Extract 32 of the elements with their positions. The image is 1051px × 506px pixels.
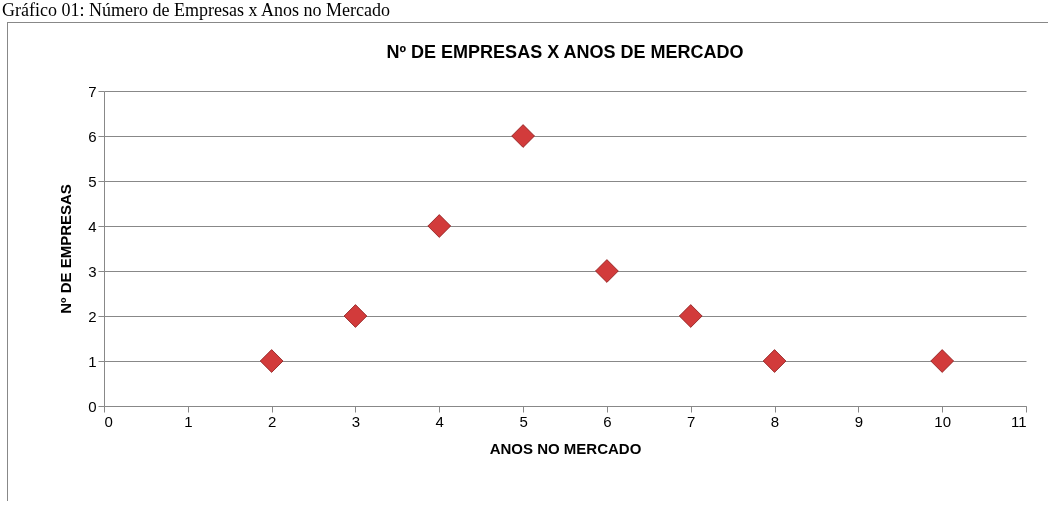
y-tick-label: 6 [88, 127, 97, 145]
point [427, 214, 452, 238]
x-tick-label: 11 [1010, 412, 1027, 430]
point [259, 349, 284, 373]
x-tick-label: 8 [770, 412, 780, 430]
point [595, 259, 619, 283]
y-axis-title: Nº DE EMPRESAS [57, 184, 75, 314]
point [762, 349, 787, 373]
point [930, 349, 954, 373]
x-axis-title: ANOS NO MERCADO [489, 439, 642, 457]
x-tick-label: 2 [267, 412, 277, 430]
x-tick-label: 6 [603, 412, 612, 430]
y-tick-label: 0 [88, 397, 97, 415]
point [678, 304, 703, 328]
chart-title: Nº DE EMPRESAS X ANOS DE MERCADO [386, 42, 744, 62]
y-tick-label: 2 [88, 307, 97, 325]
x-tick-label: 1 [184, 412, 193, 430]
point [343, 304, 368, 328]
y-tick-label: 3 [88, 262, 97, 280]
text: Gráfico 01: Número de Empresas x Anos no Mercado [1, 0, 391, 20]
x-tick-label: 5 [519, 412, 528, 430]
y-tick-label: 4 [88, 217, 97, 235]
y-tick-label: 1 [88, 352, 97, 370]
x-tick-label: 9 [854, 412, 864, 430]
y-tick-label: 7 [88, 82, 97, 100]
x-tick-label: 10 [934, 412, 952, 430]
x-tick-label: 0 [104, 412, 113, 430]
x-tick-label: 4 [435, 412, 444, 430]
x-tick-label: 3 [351, 412, 361, 430]
x-tick-label: 7 [687, 412, 696, 430]
point [511, 124, 535, 148]
y-tick-label: 5 [88, 172, 97, 190]
